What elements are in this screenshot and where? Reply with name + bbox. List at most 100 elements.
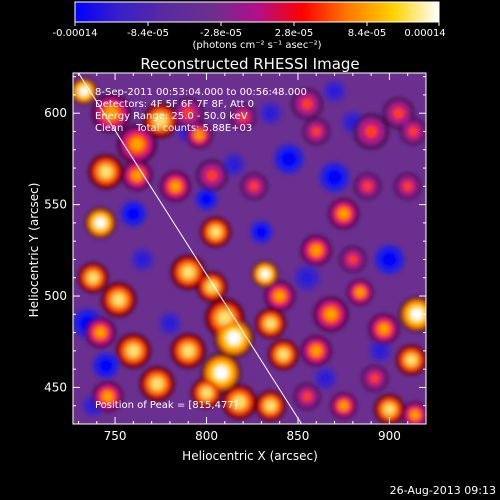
emission-core xyxy=(403,181,413,191)
colorbar-ticks xyxy=(74,22,440,26)
colorbar-units-label: (photons cm⁻² s⁻¹ asec⁻²) xyxy=(192,40,321,51)
emission-core xyxy=(408,126,418,137)
annotation-detectors: Detectors: 4F 5F 6F 7F 8F, Att 0 xyxy=(95,99,254,110)
emission-core xyxy=(182,266,195,279)
negative-flux-core xyxy=(374,344,387,357)
y-axis-label: Heliocentric Y (arcsec) xyxy=(27,183,41,318)
x-tick-label: 900 xyxy=(378,429,401,443)
emission-core xyxy=(310,244,322,256)
annotation-time-range: 8-Sep-2011 00:53:04.000 to 00:56:48.000 xyxy=(95,87,307,98)
x-tick-label: 800 xyxy=(195,429,218,443)
y-axis-ticks: 450 500 550 600 xyxy=(44,76,426,425)
emission-core xyxy=(104,106,119,121)
plot-frame xyxy=(72,72,427,425)
emission-core xyxy=(206,169,218,181)
solar-limb-line xyxy=(78,73,303,424)
emission-core xyxy=(384,403,395,415)
emission-core xyxy=(182,107,194,119)
emission-core xyxy=(324,308,338,321)
emission-core xyxy=(130,137,144,152)
negative-flux-core xyxy=(163,317,176,330)
x-tick-label: 850 xyxy=(287,429,310,443)
emission-core xyxy=(339,401,349,411)
colorbar-frame xyxy=(74,1,440,23)
emission-core xyxy=(364,125,378,138)
emission-core xyxy=(102,391,114,402)
negative-flux-core xyxy=(280,150,297,167)
negative-flux-core xyxy=(255,226,268,239)
footer-timestamp: 26-Aug-2013 09:13 xyxy=(390,484,496,497)
emission-core xyxy=(112,293,125,306)
emission-core xyxy=(260,269,270,279)
emission-core xyxy=(182,344,195,358)
negative-flux-core xyxy=(328,85,341,98)
annotation-counts: Clean Total counts: 5.88E+03 xyxy=(95,123,252,134)
heatmap-blobs xyxy=(73,78,426,424)
emission-core xyxy=(79,86,89,96)
emission-core xyxy=(95,217,106,229)
emission-core xyxy=(410,308,424,321)
emission-core xyxy=(302,391,312,402)
negative-flux-core xyxy=(200,193,213,206)
emission-core xyxy=(201,387,212,399)
colorbar-tick-label: -0.00014 xyxy=(53,28,98,39)
emission-core xyxy=(274,290,286,302)
emission-core xyxy=(206,281,218,293)
emission-core xyxy=(194,130,204,140)
emission-core xyxy=(405,354,417,366)
emission-core xyxy=(355,287,365,297)
emission-core xyxy=(338,208,350,220)
emission-core xyxy=(310,345,322,357)
colorbar-tick-label: 0.00014 xyxy=(404,28,445,39)
emission-core xyxy=(127,344,140,358)
negative-flux-core xyxy=(326,169,343,186)
emission-core xyxy=(301,98,313,110)
emission-core xyxy=(131,169,143,181)
emission-core xyxy=(277,349,289,360)
emission-core xyxy=(210,226,222,238)
emission-core xyxy=(378,323,390,335)
y-tick-label: 600 xyxy=(44,106,67,120)
emission-core xyxy=(370,373,380,383)
emission-core xyxy=(150,377,164,390)
emission-core xyxy=(170,180,181,192)
colorbar-tick-label: 2.8e-05 xyxy=(275,28,313,39)
emission-core xyxy=(217,311,232,325)
emission-core xyxy=(227,331,241,345)
negative-flux-core xyxy=(98,358,113,373)
emission-core xyxy=(393,107,404,119)
x-tick-label: 750 xyxy=(104,429,127,443)
chart-title: Reconstructed RHESSI Image xyxy=(140,55,359,73)
emission-core xyxy=(95,327,106,338)
emission-core xyxy=(99,165,113,178)
x-axis-ticks: 750 800 850 900 xyxy=(77,73,427,443)
negative-flux-core xyxy=(319,372,332,385)
emission-core xyxy=(348,254,358,265)
y-tick-label: 450 xyxy=(44,380,67,394)
negative-flux-core xyxy=(227,158,240,171)
emission-core xyxy=(249,181,259,191)
negative-flux-core xyxy=(264,107,277,120)
y-tick-label: 500 xyxy=(44,289,67,303)
heatmap-image xyxy=(73,73,426,424)
colorbar-tick-label: -8.4e-05 xyxy=(127,28,169,39)
emission-core xyxy=(410,410,420,420)
emission-core xyxy=(154,114,167,127)
negative-flux-core xyxy=(136,253,149,266)
emission-core xyxy=(87,272,99,284)
colorbar-fill xyxy=(75,2,439,22)
emission-core xyxy=(311,126,321,137)
colorbar-tick-label: -2.8e-05 xyxy=(200,28,242,39)
negative-flux-core xyxy=(126,206,141,221)
emission-core xyxy=(214,365,229,380)
y-tick-label: 550 xyxy=(44,198,67,212)
emission-core xyxy=(265,318,276,329)
negative-flux-core xyxy=(300,270,315,285)
negative-flux-core xyxy=(381,251,398,268)
colorbar-tick-label: 8.4e-05 xyxy=(348,28,386,39)
peak-position-label: Position of Peak = [815,477] xyxy=(95,400,238,411)
emission-core xyxy=(362,181,373,191)
x-axis-label: Heliocentric X (arcsec) xyxy=(182,449,318,463)
colorbar: -0.00014 -8.4e-05 -2.8e-05 2.8e-05 8.4e-… xyxy=(53,1,446,51)
